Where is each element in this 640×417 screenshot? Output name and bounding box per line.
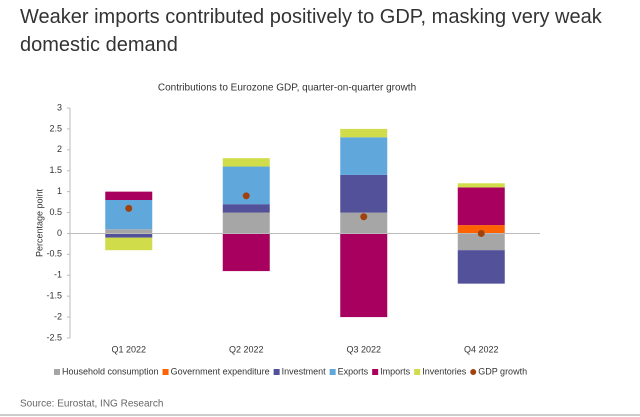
y-tick-label: 3 [57, 102, 62, 112]
legend-marker [162, 369, 169, 375]
y-axis-label: Percentage point [34, 188, 44, 257]
bar-segment [222, 158, 270, 167]
y-tick-label: 2.5 [49, 123, 62, 133]
y-tick-label: 0 [57, 228, 62, 238]
bar-segment [457, 187, 505, 226]
legend-label: Government expenditure [171, 366, 270, 376]
bar-segment [457, 250, 505, 284]
y-tick-label: -1.5 [46, 291, 62, 301]
legend-label: Household consumption [62, 366, 159, 376]
bar-segment [105, 229, 153, 234]
y-tick-label: -1 [54, 270, 62, 280]
legend-marker [470, 369, 477, 375]
bar-segment [105, 237, 153, 251]
bar-segment [340, 137, 388, 175]
gdp-dot [477, 229, 485, 237]
x-tick-label: Q2 2022 [229, 344, 264, 354]
legend-marker [372, 369, 379, 375]
bar-segment [457, 183, 505, 188]
gdp-dot [125, 204, 133, 212]
gdp-dot [242, 192, 250, 200]
x-tick-label: Q4 2022 [464, 344, 499, 354]
legend-label: Imports [380, 366, 411, 376]
x-tick-label: Q1 2022 [111, 344, 146, 354]
source-note: Source: Eurostat, ING Research [20, 399, 163, 410]
bar-segment [105, 233, 153, 238]
legend-marker [273, 369, 280, 375]
bar-segment [105, 200, 153, 230]
bar-segment [105, 191, 153, 200]
bar-segment [457, 233, 505, 251]
y-tick-label: -0.5 [46, 249, 62, 259]
bar-segment [222, 212, 270, 234]
bar-segment [222, 233, 270, 272]
gdp-dot [360, 213, 368, 221]
bar-segment [340, 174, 388, 213]
legend-label: Exports [338, 366, 369, 376]
legend-marker [329, 369, 336, 375]
x-tick-label: Q3 2022 [346, 344, 381, 354]
legend-label: GDP growth [478, 366, 527, 376]
bar-segment [340, 212, 388, 234]
legend-label: Investment [282, 366, 327, 376]
chart-subtitle: Contributions to Eurozone GDP, quarter-o… [158, 83, 416, 94]
y-tick-label: 2 [57, 144, 62, 154]
y-tick-label: 1 [57, 186, 62, 196]
y-tick-label: 1.5 [49, 165, 62, 175]
legend-marker [54, 369, 60, 375]
bar-segment [222, 204, 270, 213]
y-tick-label: 0.5 [49, 207, 62, 217]
legend-label: Inventories [422, 366, 467, 376]
legend-marker [414, 369, 421, 375]
bar-segment [340, 128, 388, 138]
chart-title: Weaker imports contributed positively to… [20, 6, 603, 56]
y-tick-label: -2.5 [46, 332, 62, 342]
bar-segment [340, 233, 388, 318]
y-tick-label: -2 [54, 311, 62, 321]
bar-segment [457, 225, 505, 234]
